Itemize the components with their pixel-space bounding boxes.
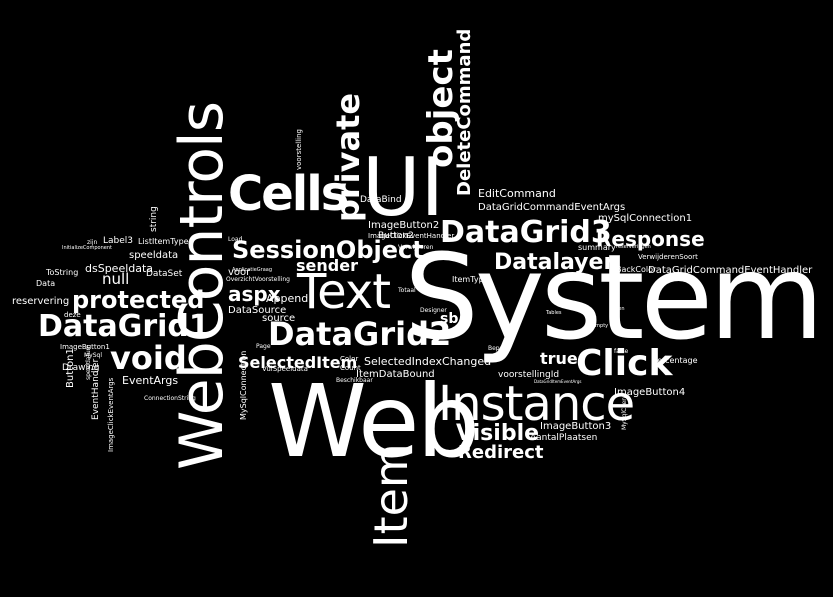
word-eventargs: EventArgs — [122, 374, 179, 387]
word-response: Response — [596, 227, 705, 251]
word-web: Web — [268, 363, 480, 480]
word-datasource: DataSource — [228, 305, 287, 316]
word-system: System — [404, 228, 824, 366]
word-mysql: MySql — [84, 352, 103, 359]
word-zijn: zijn — [87, 239, 98, 246]
word-append: Append — [266, 292, 309, 305]
word-sender: sender — [296, 256, 358, 275]
word-speeldatum: speeldatum — [85, 344, 92, 380]
word-connectionstring: ConnectionString — [144, 395, 196, 402]
word-count: Count — [340, 364, 361, 372]
word-beschikbaar: Beschikbaar — [336, 377, 373, 384]
word-listitemtype: ListItemType — [138, 237, 189, 246]
word-button2: Button2 — [378, 231, 414, 241]
word-speeldata: speeldata — [129, 250, 179, 261]
word-imagebutton3: ImageButton3 — [540, 421, 612, 432]
word-voorstelling: voorstelling — [295, 129, 303, 170]
word-string: string — [149, 206, 159, 232]
word-databind: DataBind — [360, 195, 402, 205]
word-editcommand: EditCommand — [478, 187, 556, 200]
word-color: Color — [340, 355, 359, 363]
word-datagrid3: DataGrid3 — [440, 215, 612, 250]
word-true: true — [540, 349, 578, 368]
word-vulspeeldata: VulSpeeldata — [262, 365, 308, 373]
word-itemtype: ItemType — [452, 275, 489, 284]
word-overzichtvoorstelling: OverzichtVoorstelling — [226, 276, 290, 283]
word-cells: Cells — [228, 166, 349, 222]
word-dsspeeldata: dsSpeeldata — [85, 262, 154, 275]
word-aspx: aspx — [228, 282, 281, 306]
word-voor: voor — [228, 267, 251, 278]
word-initializecomponent: InitializeComponent — [62, 245, 112, 251]
word-tables: Tables — [546, 310, 562, 316]
word-protected: protected — [72, 286, 205, 314]
word-datagrid1: DataGrid1 — [38, 309, 210, 344]
word-datagridcommandeventargs: DataGridCommandEventArgs — [478, 202, 626, 213]
word-label3: Label3 — [103, 236, 134, 246]
word-null: null — [102, 270, 130, 288]
word-empty: Empty — [592, 323, 609, 329]
word-verwijderensoort: VerwijderenSoort — [638, 253, 698, 261]
word-sb: sb — [440, 311, 459, 327]
word-datagrideventargs: DataGridItemEventArgs — [534, 379, 582, 384]
word-selectedindexchanged: SelectedIndexChanged — [364, 355, 492, 368]
word-redirect: Redirect — [458, 442, 544, 463]
word-visible: Visible — [456, 421, 540, 446]
word-page: Page — [256, 343, 271, 350]
word-imagebutton4: ImageButton4 — [614, 387, 686, 398]
word-imageclickeventargs: ImageClickEventArgs — [107, 377, 115, 452]
word-totaal: Totaal — [398, 287, 416, 294]
word-mysqlclient: MySqlClient — [621, 394, 628, 430]
word-source: source — [262, 313, 296, 324]
word-false: false — [614, 348, 629, 355]
word-voorstellingid: voorstellingId — [498, 370, 560, 380]
word-click: Click — [576, 343, 673, 384]
word-summary: summary — [578, 243, 616, 252]
word-sessionobject: SessionObject — [232, 236, 424, 264]
word-aantalplaatsen: AantalPlaatsen — [530, 433, 598, 443]
word-instance: Instance — [438, 376, 635, 432]
word-selecteditem: SelectedItem — [238, 353, 358, 372]
word-deletecommand: DeleteCommand — [454, 28, 475, 196]
word-text: Text — [297, 264, 391, 320]
word-bepaal: Bepaal — [488, 345, 509, 352]
word-mysqlconnection1: mySqlConnection1 — [598, 213, 693, 224]
word-verwijderen: Verwijderen — [398, 244, 434, 251]
word-ui: UI — [362, 141, 445, 234]
word-item: Item — [364, 443, 418, 548]
word-data: Data — [36, 279, 56, 288]
word-imageclickeventhandler: ImageClickEventHandler — [368, 232, 455, 240]
word-imagebutton1: ImageButton1 — [60, 343, 110, 351]
word-imagebutton2: ImageButton2 — [368, 220, 440, 231]
word-percentage: percentage — [652, 356, 698, 365]
word-reservering: reservering — [12, 296, 70, 307]
word-designer: Designer — [420, 307, 447, 314]
word-reserveringen: reserveringen — [616, 244, 651, 250]
word-applicatiegraag: ApplicatieGraag — [232, 267, 273, 273]
word-geen: geen — [612, 306, 625, 312]
word-dataset: DataSet — [146, 269, 183, 279]
word-itemdatabound: ItemDataBound — [356, 369, 435, 380]
word-backcolor: BackColor — [616, 265, 657, 274]
word-mysqlconnection: MySqlConnection — [239, 350, 248, 420]
word-drawing: Drawing — [62, 363, 100, 373]
word-object: object — [421, 49, 461, 168]
word-datalayer: Datalayer — [494, 250, 615, 275]
word-datagridcommandeventhandler: DataGridCommandEventHandler — [648, 265, 813, 276]
word-void: void — [110, 339, 187, 377]
word-deze: deze — [64, 311, 81, 319]
word-tostring: ToString — [46, 268, 79, 277]
word-datagrid2: DataGrid2 — [268, 315, 452, 353]
word-load: Load — [228, 236, 243, 243]
